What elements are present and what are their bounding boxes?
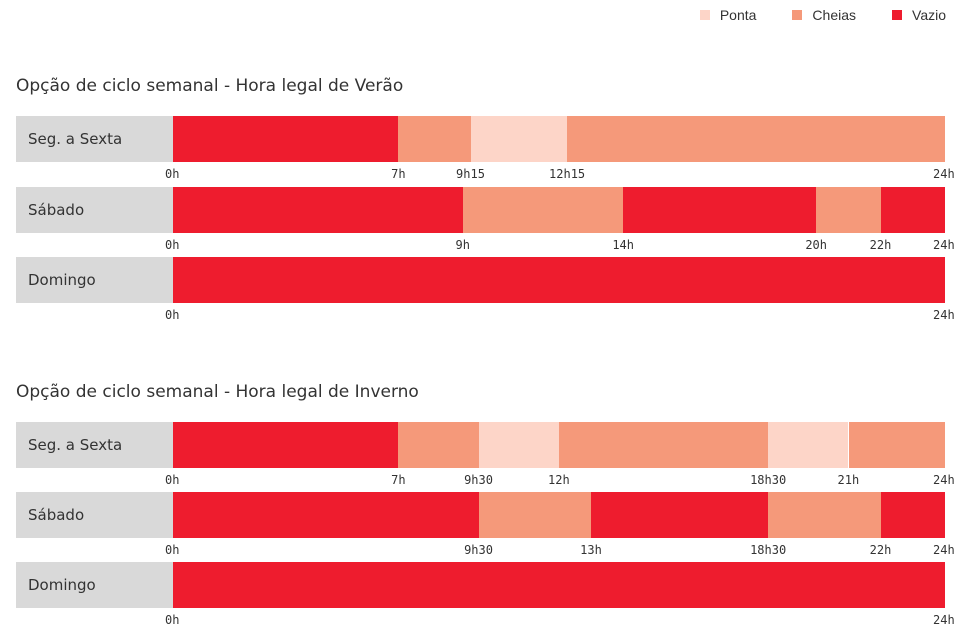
hour-tick-label: 9h <box>455 238 470 252</box>
segment-vazio <box>173 422 399 468</box>
segment-vazio <box>623 187 817 233</box>
hour-tick-label: 12h15 <box>549 167 586 181</box>
segment-ponta <box>478 422 559 468</box>
segment-vazio <box>591 492 769 538</box>
hour-tick-label: 20h <box>805 238 828 252</box>
timeline-bar <box>173 422 945 468</box>
hour-tick-label: 18h30 <box>750 543 787 557</box>
square-swatch-icon <box>792 10 803 20</box>
hour-tick-label: 22h <box>869 238 892 252</box>
hour-tick-label: 9h15 <box>456 167 485 181</box>
segment-cheias <box>768 492 881 538</box>
segment-cheias <box>567 116 945 162</box>
row-label: Domingo <box>16 562 173 608</box>
hour-tick-label: 0h <box>165 167 180 181</box>
hour-tick-label: 24h <box>933 167 955 181</box>
segment-cheias <box>398 116 471 162</box>
hour-tick-label: 22h <box>869 543 892 557</box>
legend: Ponta Cheias Vazio <box>664 7 946 23</box>
legend-item-cheias: Cheias <box>792 7 856 23</box>
segment-ponta <box>470 116 568 162</box>
segment-vazio <box>173 116 399 162</box>
legend-item-vazio: Vazio <box>892 7 946 23</box>
hour-tick-label: 0h <box>165 473 180 487</box>
schedule-row-sunday: Domingo 0h 24h <box>0 257 970 327</box>
square-swatch-icon <box>892 10 903 20</box>
hour-tick-label: 0h <box>165 543 180 557</box>
hour-tick-label: 24h <box>933 308 955 322</box>
row-label: Sábado <box>16 187 173 233</box>
row-label: Seg. a Sexta <box>16 422 173 468</box>
segment-ponta <box>768 422 849 468</box>
hour-tick-label: 24h <box>933 473 955 487</box>
schedule-row-saturday: Sábado 0h 9h 14h 20h 22h 24h <box>0 187 970 257</box>
legend-label: Vazio <box>912 7 946 23</box>
hour-tick-label: 24h <box>933 613 955 627</box>
schedule-row-sunday: Domingo 0h 24h <box>0 562 970 632</box>
hour-tick-label: 14h <box>612 238 635 252</box>
segment-cheias <box>462 187 624 233</box>
hour-tick-label: 12h <box>548 473 570 487</box>
segment-vazio <box>173 187 463 233</box>
hour-tick-label: 0h <box>165 308 180 322</box>
segment-cheias <box>559 422 769 468</box>
schedule-row-weekday: Seg. a Sexta 0h 7h 9h30 12h 18h30 21h 24h <box>0 422 970 492</box>
timeline-bar <box>173 492 945 538</box>
hour-tick-label: 7h <box>391 167 406 181</box>
hour-tick-label: 21h <box>837 473 860 487</box>
timeline-bar <box>173 116 945 162</box>
square-swatch-icon <box>699 10 710 20</box>
section-title: Opção de ciclo semanal - Hora legal de V… <box>16 76 404 96</box>
legend-label: Cheias <box>812 7 857 23</box>
segment-vazio <box>173 257 945 303</box>
segment-vazio <box>173 492 479 538</box>
hour-tick-label: 13h <box>580 543 602 557</box>
hour-tick-label: 0h <box>165 613 180 627</box>
section-title: Opção de ciclo semanal - Hora legal de I… <box>16 382 419 402</box>
timeline-bar <box>173 187 945 233</box>
legend-item-ponta: Ponta <box>699 7 757 23</box>
segment-vazio <box>880 187 945 233</box>
hour-tick-label: 9h30 <box>464 543 493 557</box>
hour-tick-label: 18h30 <box>750 473 787 487</box>
hour-tick-label: 0h <box>165 238 180 252</box>
segment-cheias <box>398 422 479 468</box>
row-label: Sábado <box>16 492 173 538</box>
hour-tick-label: 7h <box>391 473 406 487</box>
hour-tick-label: 9h30 <box>464 473 493 487</box>
schedule-row-saturday: Sábado 0h 9h30 13h 18h30 22h 24h <box>0 492 970 562</box>
legend-label: Ponta <box>719 7 757 23</box>
row-label: Domingo <box>16 257 173 303</box>
hour-tick-label: 24h <box>933 238 955 252</box>
row-label: Seg. a Sexta <box>16 116 173 162</box>
schedule-row-weekday: Seg. a Sexta 0h 7h 9h15 12h15 24h <box>0 116 970 186</box>
timeline-bar <box>173 257 945 303</box>
segment-cheias <box>478 492 592 538</box>
segment-vazio <box>880 492 945 538</box>
segment-cheias <box>816 187 881 233</box>
hour-tick-label: 24h <box>933 543 955 557</box>
segment-cheias <box>848 422 945 468</box>
timeline-bar <box>173 562 945 608</box>
segment-vazio <box>173 562 945 608</box>
